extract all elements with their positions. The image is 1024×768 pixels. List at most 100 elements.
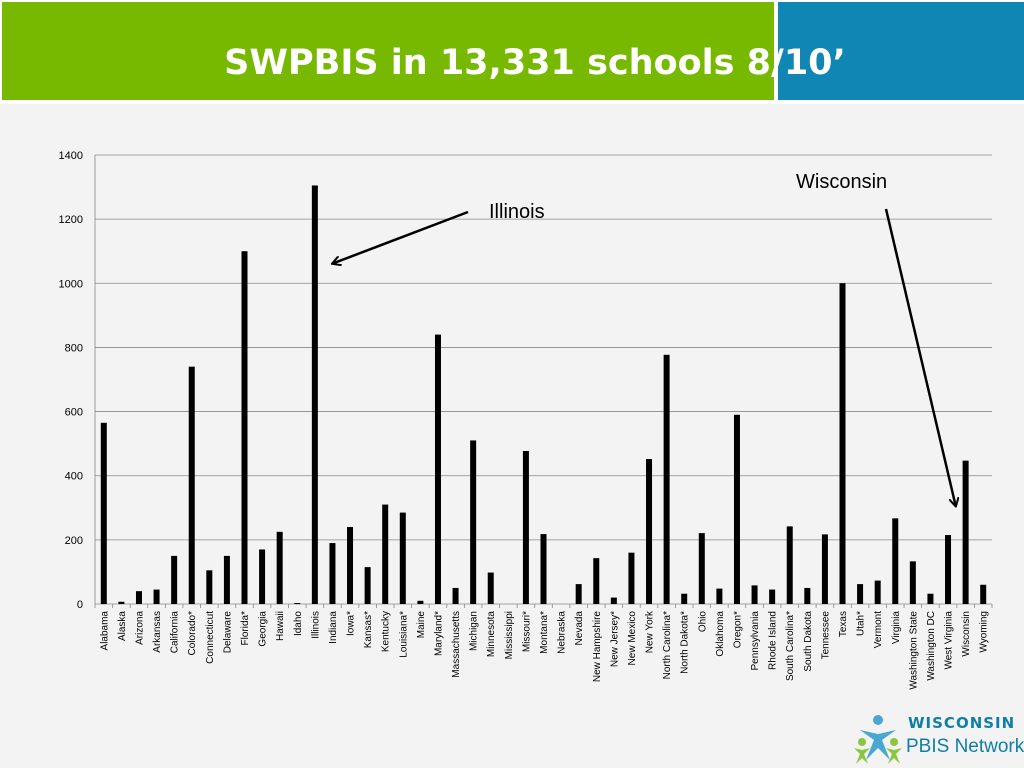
x-tick-label: Montana* [539, 611, 550, 654]
wisconsin-pbis-logo: WISCONSIN PBIS Network [848, 710, 1024, 768]
bar-massachusetts [452, 587, 459, 604]
bar-virginia [892, 518, 899, 604]
bar-newhampshire [593, 558, 600, 604]
x-tick-label: Kansas* [363, 611, 374, 648]
x-tick-label: Washington State [908, 611, 919, 690]
y-tick-label: 1200 [59, 214, 83, 226]
x-tick-label: Iowa* [346, 611, 357, 636]
y-tick-label: 200 [65, 535, 83, 547]
x-tick-label: Minnesota [486, 611, 497, 658]
x-tick-label: Alabama [99, 611, 110, 651]
bar-newyork [646, 459, 653, 604]
x-tick-label: Colorado* [187, 611, 198, 656]
bar-arkansas [153, 589, 160, 604]
x-tick-label: Idaho [293, 611, 304, 636]
x-tick-label: New Hampshire [592, 611, 603, 683]
bar-oregon [733, 414, 740, 604]
bar-pennsylvania [751, 585, 758, 604]
x-tick-label: Mississippi [504, 611, 515, 659]
bar-connecticut [206, 570, 213, 604]
y-tick-label: 0 [77, 599, 83, 611]
bar-southcarolina [786, 526, 793, 604]
bar-minnesota [487, 572, 494, 604]
x-tick-label: New Jersey* [609, 611, 620, 667]
bar-northdakota [681, 593, 688, 604]
bar-delaware [223, 555, 230, 604]
x-tick-label: Oregon* [732, 611, 743, 648]
bar-arizona [135, 591, 142, 604]
bar-chart: 0 200 400 600 800 1000 1200 1400 Alabama Alaska Ar… [59, 150, 993, 690]
x-tick-label: Florida* [240, 611, 251, 646]
x-tick-label: Connecticut [205, 611, 216, 664]
x-tick-label: Vermont [873, 611, 884, 648]
x-tick-label: Maryland* [433, 611, 444, 656]
header-blue-band [778, 2, 1024, 100]
x-tick-label: Arkansas [152, 611, 163, 653]
logo-subtitle: PBIS Network [906, 736, 1024, 757]
bar-southdakota [804, 587, 811, 604]
bar-ohio [698, 533, 705, 604]
bar-california [171, 555, 178, 604]
x-tick-label: West Virginia [944, 611, 955, 670]
bar-newjersey [610, 597, 617, 604]
x-tick-label: Massachusetts [451, 611, 462, 678]
bar-newmexico [628, 552, 635, 604]
annotation-label-wisconsin: Wisconsin [796, 171, 887, 193]
x-tick-label: Illinois [310, 611, 321, 639]
annotation-label-illinois: Illinois [489, 201, 545, 223]
x-tick-label: Pennsylvania [750, 611, 761, 671]
bar-iowa [347, 527, 354, 604]
bar-wyoming [980, 584, 987, 604]
slide-header: SWPBIS in 13,331 schools 8/10’ [0, 0, 1024, 104]
x-tick-label: Hawaii [275, 611, 286, 641]
y-tick-label: 1400 [59, 150, 83, 162]
x-tick-label: Kentucky [381, 611, 392, 652]
x-tick-label: Wyoming [979, 611, 990, 653]
bar-northcarolina [663, 354, 670, 604]
x-tick-label: Michigan [469, 611, 480, 651]
bar-georgia [259, 549, 266, 604]
x-tick-label: Indiana [328, 611, 339, 644]
chart-background [0, 104, 1024, 768]
slide-title: SWPBIS in 13,331 schools 8/10’ [224, 43, 846, 83]
y-tick-label: 800 [65, 342, 83, 354]
y-tick-label: 600 [65, 407, 83, 419]
bar-montana [540, 534, 547, 604]
bar-kansas [364, 567, 371, 604]
x-tick-label: Alaska [117, 611, 128, 641]
bar-kentucky [382, 504, 389, 604]
header-green-band [2, 2, 774, 100]
bar-illinois [311, 185, 318, 605]
people-network-icon [854, 715, 902, 764]
x-tick-label: Louisiana* [398, 611, 409, 658]
x-tick-label: Ohio [697, 611, 708, 633]
x-tick-label: Utah* [856, 611, 867, 636]
bar-washingtondc [927, 593, 934, 604]
x-tick-label: Arizona [134, 611, 145, 645]
x-tick-label: Oklahoma [715, 611, 726, 657]
bar-maine [417, 600, 424, 604]
logo-wordmark: WISCONSIN [908, 714, 1016, 732]
x-tick-label: Nevada [574, 611, 585, 646]
bar-idaho [294, 603, 301, 604]
x-tick-label: Virginia [891, 611, 902, 645]
bar-missouri [522, 451, 529, 604]
x-tick-label: Washington DC [926, 611, 937, 681]
bar-washingtonstate [909, 561, 916, 604]
x-tick-label: North Dakota* [680, 611, 691, 674]
x-tick-label: New York [645, 610, 656, 653]
x-tick-label: Missouri* [521, 611, 532, 652]
bar-wisconsin [962, 460, 969, 604]
bar-nevada [575, 584, 582, 604]
bar-florida [241, 251, 248, 604]
bar-alabama [100, 422, 107, 604]
bar-indiana [329, 543, 336, 604]
bar-vermont [874, 580, 881, 604]
bar-louisiana [399, 512, 406, 604]
x-tick-label: California [170, 611, 181, 654]
bar-oklahoma [716, 588, 723, 604]
x-tick-label: South Carolina* [785, 611, 796, 681]
bar-westvirginia [945, 535, 952, 604]
x-tick-label: Wisconsin [961, 611, 972, 657]
y-tick-label: 400 [65, 471, 83, 483]
